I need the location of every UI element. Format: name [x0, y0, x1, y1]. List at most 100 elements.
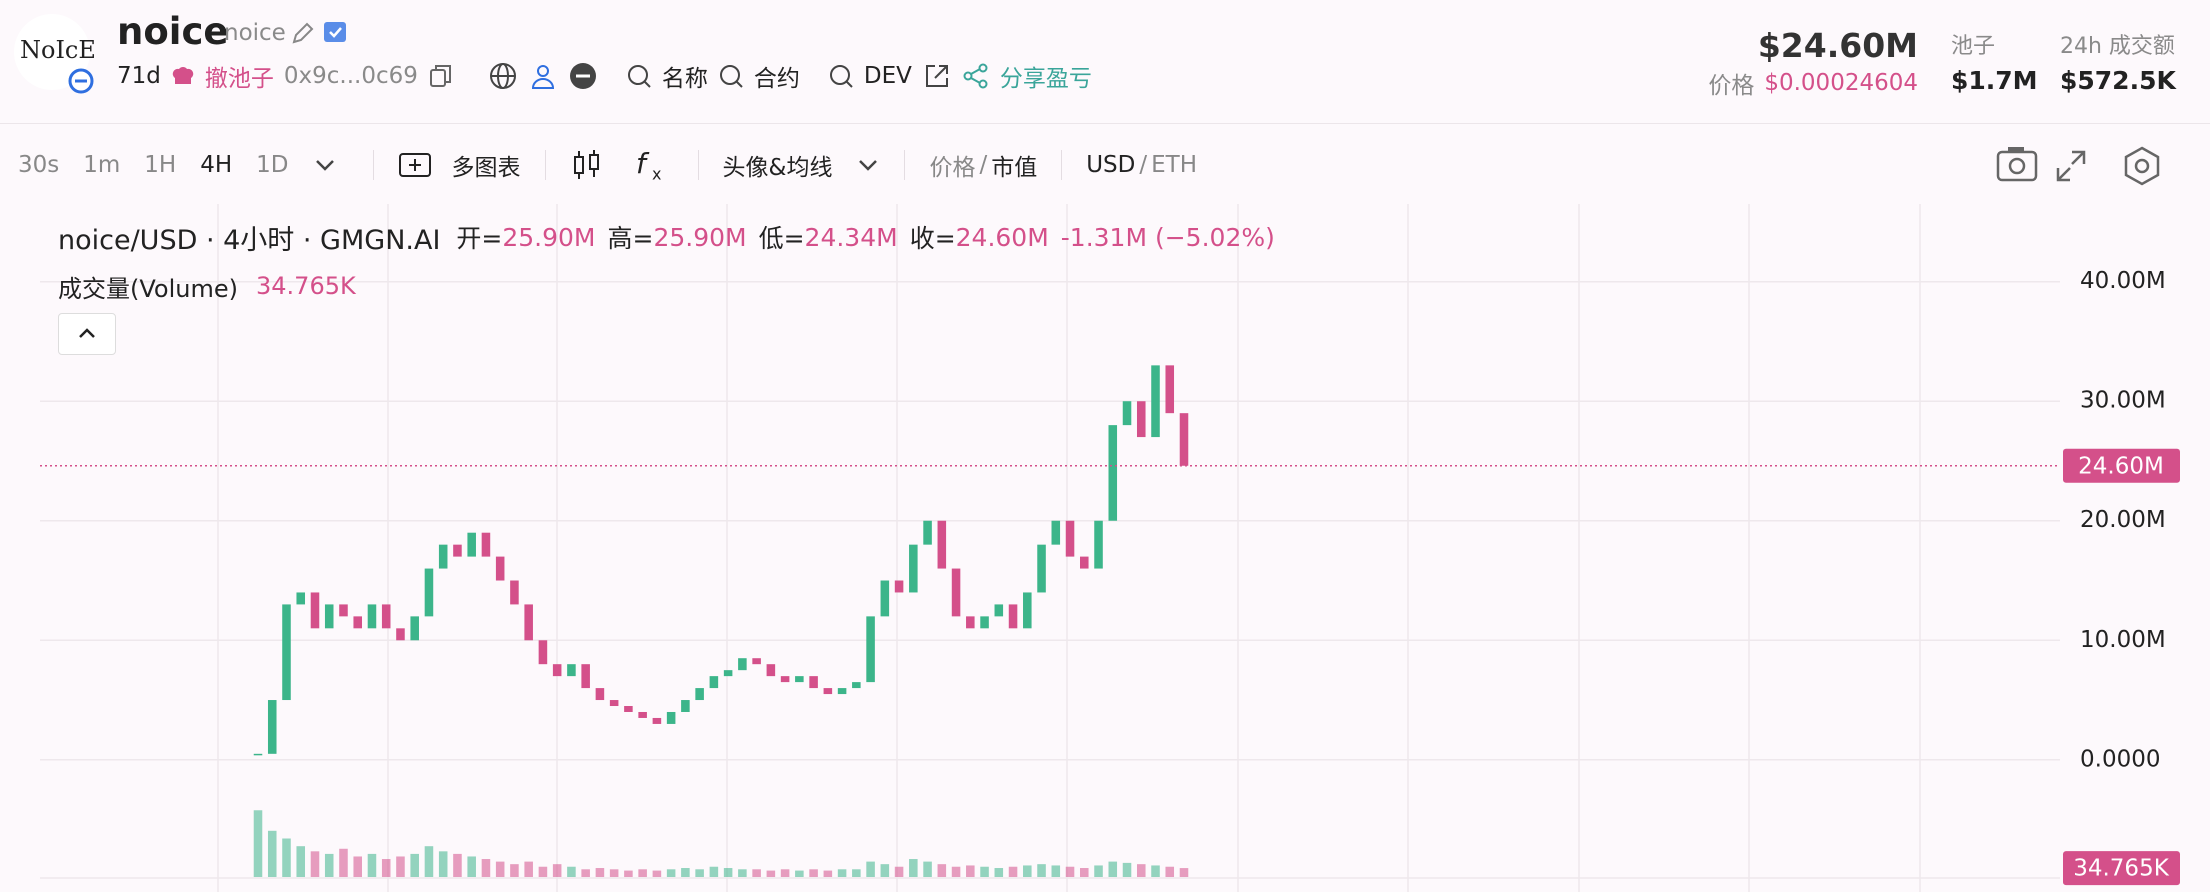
screenshot-icon[interactable] [1996, 147, 2038, 182]
candle-body [1094, 520, 1103, 569]
avatar-ma[interactable]: 头像&均线 [722, 155, 833, 181]
header-divider [0, 123, 2210, 124]
logo[interactable]: NoIcE [14, 14, 96, 94]
candle-body [752, 658, 761, 665]
candle-body [438, 544, 448, 569]
search-name[interactable]: 名称 [661, 66, 708, 92]
candle-body [909, 544, 918, 593]
y-tick-label: 10.00M [2080, 627, 2166, 653]
volume-24h-label: 24h 成交额 [2060, 34, 2175, 59]
volume-bar [538, 866, 548, 877]
search-icon [829, 65, 853, 88]
volume-bar [495, 861, 505, 877]
candle-body [723, 670, 733, 677]
chevron[interactable] [313, 153, 337, 177]
search-dev[interactable]: DEV [863, 63, 912, 89]
interval[interactable]: 1D [256, 152, 289, 178]
volume-bar [1037, 864, 1046, 877]
share-icon[interactable] [962, 62, 990, 90]
volume-bar [552, 864, 562, 877]
volume-bar [410, 853, 419, 877]
price-badge [2063, 448, 2180, 483]
change-value: -1.31M (−5.02%) [1060, 222, 1275, 252]
volume-badge [2063, 851, 2180, 886]
volume-bar [1023, 865, 1032, 877]
candle-body [766, 664, 776, 677]
candle-body [282, 604, 291, 701]
multi-chart[interactable]: 多图表 [451, 155, 521, 181]
candle-body [453, 544, 462, 557]
collapse-icon [79, 328, 95, 338]
price-row: 价格 $0.00024604 [1708, 66, 1918, 100]
pool-tag[interactable]: 撤池子 [204, 66, 274, 92]
volume-badge-label: 34.765K [2073, 856, 2169, 882]
volume-bar [396, 856, 405, 877]
volume-bar [780, 869, 790, 877]
candle-body [339, 604, 348, 617]
currency[interactable]: USD [1086, 152, 1136, 178]
copy-icon[interactable] [428, 63, 454, 89]
logo-badge [68, 68, 94, 94]
y-tick-label: 20.00M [2080, 507, 2166, 533]
interval[interactable]: 30s [18, 152, 60, 178]
candle-body [923, 520, 932, 545]
pool-value: $1.7M [1951, 66, 2038, 95]
dev-icon[interactable] [528, 61, 558, 91]
volume-bar [638, 869, 647, 877]
price-mode[interactable]: 价格 [929, 155, 976, 181]
search-contract[interactable]: 合约 [753, 66, 800, 92]
candle-body [1165, 365, 1175, 414]
volume-bar [852, 869, 861, 877]
candle-type-icon[interactable] [570, 148, 604, 182]
edit-icons[interactable] [290, 18, 360, 48]
toolbar-sep [697, 150, 699, 180]
volume-bar [994, 868, 1004, 877]
collapse-button[interactable] [58, 313, 116, 355]
interval[interactable]: 1H [144, 152, 177, 178]
volume-bar [809, 869, 818, 877]
svg-text:f: f [636, 147, 650, 180]
fullscreen-icon[interactable] [2056, 150, 2086, 182]
chart: 0.0000 10.00M 20.00M 30.00M 40.00M 24.60M 34.7… [40, 204, 2180, 892]
candle-body [396, 628, 405, 641]
volume-bar [624, 870, 633, 877]
volume-bar [966, 865, 975, 877]
candle-body [666, 711, 676, 724]
candle-body [709, 676, 719, 689]
candle-body [1008, 604, 1018, 629]
interval[interactable]: 4H [200, 152, 233, 178]
volume-bar [652, 870, 662, 877]
volume-bar [267, 830, 277, 877]
price-mode[interactable]: 市值 [991, 155, 1038, 181]
settings-icon[interactable] [2124, 146, 2160, 186]
open-value: 25.90M [502, 222, 596, 252]
chevron[interactable] [856, 153, 880, 177]
volume-bar [795, 870, 804, 877]
candle-body [267, 700, 277, 754]
volume-bar [367, 853, 377, 877]
token-meta: 71d 撤池子 0x9c...0c69 名称 合约 DEV 分享盈亏 [117, 58, 1092, 94]
multi-chart-icon[interactable] [398, 150, 432, 180]
website-icon[interactable] [488, 61, 518, 91]
candle-body [1037, 544, 1046, 593]
y-tick-label: 0.0000 [2080, 746, 2160, 772]
status-icon[interactable] [568, 61, 598, 91]
candle-body [1179, 413, 1189, 466]
candle-body [1108, 425, 1118, 521]
candle-body [1080, 556, 1089, 569]
candle-body [638, 711, 647, 718]
interval[interactable]: 1m [83, 152, 121, 178]
external-icon[interactable] [922, 61, 952, 91]
candle-body [980, 616, 989, 629]
volume-last: 34.765K [256, 272, 356, 300]
share-pnl[interactable]: 分享盈亏 [999, 66, 1092, 92]
currency[interactable]: ETH [1151, 152, 1197, 178]
contract-address: 0x9c...0c69 [283, 63, 418, 89]
candle-body [795, 676, 804, 683]
token-symbol: noice [224, 20, 286, 46]
volume-bar [424, 846, 434, 877]
candle-body [567, 664, 576, 677]
candle-body [823, 688, 833, 695]
volume-bar [253, 810, 263, 877]
